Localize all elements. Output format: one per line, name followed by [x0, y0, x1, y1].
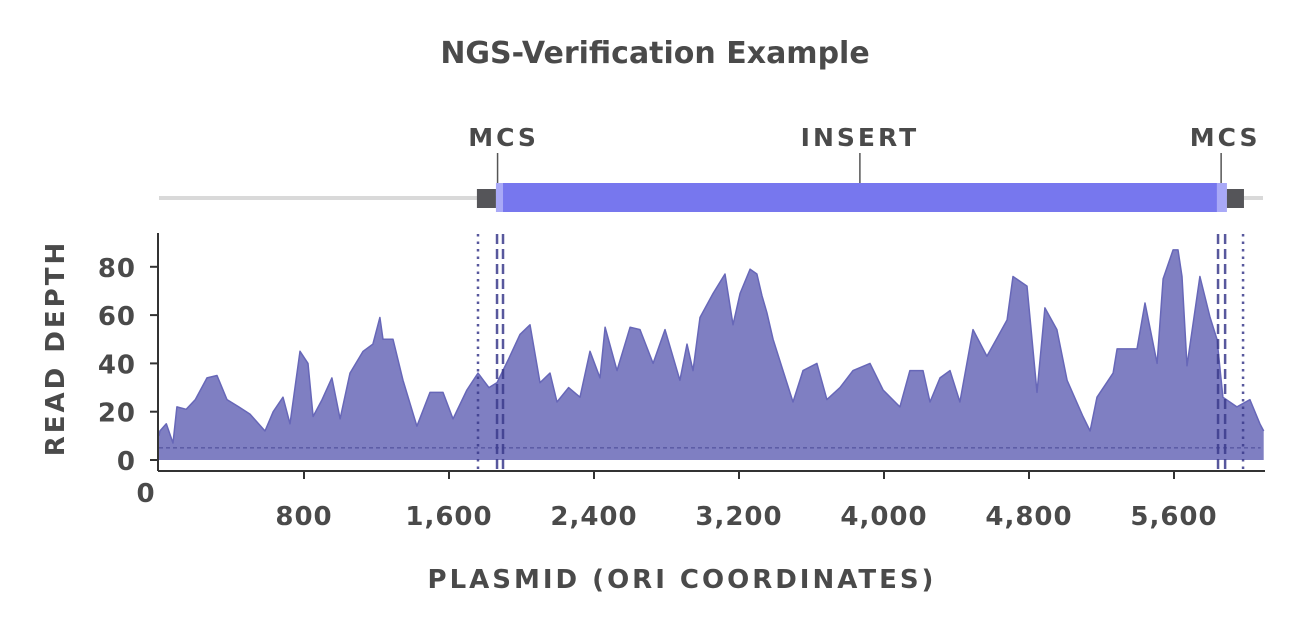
insert-edge-right: [1216, 183, 1227, 212]
x-tick-label: 0: [136, 479, 155, 509]
x-tick-label: 1,600: [405, 502, 492, 532]
x-tick-label: 3,200: [695, 502, 782, 532]
x-tick-label: 4,800: [985, 502, 1072, 532]
insert-bar: [503, 183, 1217, 212]
y-tick-label: 80: [98, 254, 136, 284]
insert-label: INSERT: [801, 123, 920, 152]
y-axis-ticks: 0 20 40 60 80: [98, 254, 158, 477]
coverage-area: [159, 249, 1264, 460]
y-tick-label: 40: [98, 350, 136, 380]
coverage-line: [158, 249, 1265, 444]
y-tick-label: 0: [117, 447, 136, 477]
mcs-left-label: MCS: [468, 123, 539, 152]
x-tick-label: 5,600: [1130, 502, 1217, 532]
x-tick-label: 2,400: [550, 502, 637, 532]
mcs-right-label: MCS: [1190, 123, 1261, 152]
mcs-left-box: [476, 189, 496, 208]
y-axis-title: READ DEPTH: [41, 240, 71, 456]
insert-edge-left: [495, 183, 504, 212]
chart-title: NGS-Verification Example: [440, 36, 869, 71]
mcs-right-box: [1226, 189, 1244, 208]
plasmid-map: MCS INSERT MCS: [159, 123, 1263, 212]
x-tick-label: 800: [275, 502, 332, 532]
coverage-plot: 0 20 40 60 80 0 800 1,600 2,400 3,200 4,000 4,800 5…: [41, 233, 1265, 595]
y-tick-label: 60: [98, 302, 136, 332]
y-tick-label: 20: [98, 399, 136, 429]
x-axis-ticks: 0 800 1,600 2,400 3,200 4,000 4,800 5,600: [136, 471, 1217, 532]
boundary-markers: [476, 234, 1245, 470]
x-tick-label: 4,000: [840, 502, 927, 532]
x-axis-title: PLASMID (ORI COORDINATES): [428, 565, 937, 595]
